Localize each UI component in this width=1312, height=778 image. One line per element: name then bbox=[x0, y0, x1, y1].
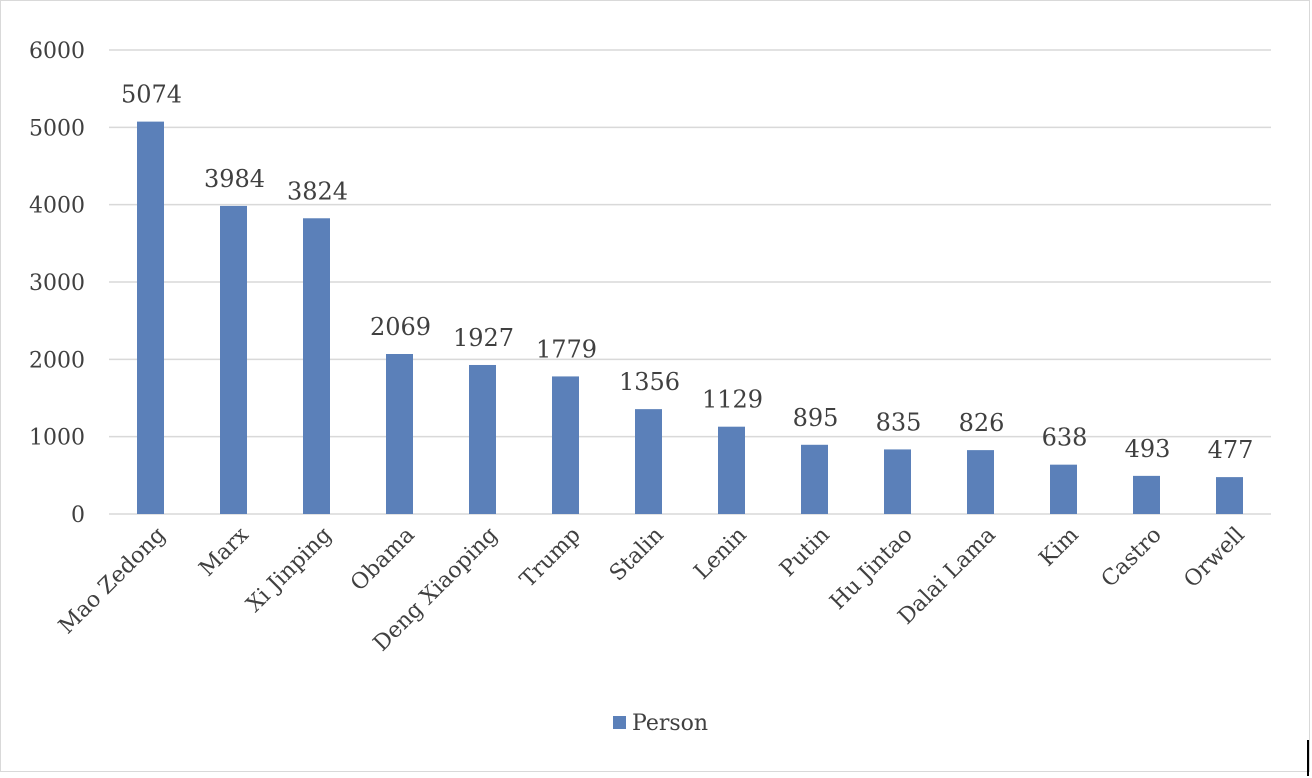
bar-marx bbox=[220, 205, 247, 515]
bar-dalai-lama bbox=[967, 450, 994, 514]
x-tick-label: Trump bbox=[516, 523, 586, 593]
bar-trump bbox=[552, 376, 579, 514]
data-label: 826 bbox=[959, 409, 1005, 437]
data-label: 638 bbox=[1042, 424, 1088, 452]
y-tick-label: 5000 bbox=[29, 116, 85, 141]
data-label: 5074 bbox=[121, 81, 182, 109]
data-label: 493 bbox=[1125, 435, 1171, 463]
bar-kim bbox=[1050, 464, 1077, 514]
bar-lenin bbox=[718, 426, 745, 514]
data-label: 1779 bbox=[536, 335, 597, 363]
bar-castro bbox=[1133, 475, 1160, 514]
data-label: 895 bbox=[793, 404, 839, 432]
data-label: 477 bbox=[1208, 436, 1254, 464]
legend-label: Person bbox=[632, 711, 708, 736]
y-tick-label: 6000 bbox=[29, 39, 85, 64]
x-tick-label: Castro bbox=[1097, 523, 1167, 593]
bar-stalin bbox=[635, 409, 662, 514]
x-tick-label: Kim bbox=[1035, 522, 1084, 571]
legend-swatch bbox=[613, 716, 626, 729]
data-label: 835 bbox=[876, 408, 922, 436]
data-label: 1927 bbox=[453, 324, 514, 352]
legend: Person bbox=[613, 711, 708, 736]
bar-putin bbox=[801, 444, 828, 514]
x-tick-label: Orwell bbox=[1179, 523, 1249, 593]
data-label: 1129 bbox=[702, 386, 763, 414]
y-tick-label: 4000 bbox=[29, 194, 85, 219]
data-labels: 5074 3984 3824 2069 1927 1779 1356 1129 895 835 82… bbox=[121, 81, 1253, 465]
data-label: 1356 bbox=[619, 368, 680, 396]
data-label: 2069 bbox=[370, 313, 431, 341]
y-axis-ticks: 0 1000 2000 3000 4000 5000 6000 bbox=[29, 39, 85, 528]
gridlines bbox=[109, 49, 1271, 515]
x-tick-label: Mao Zedong bbox=[54, 523, 171, 640]
x-tick-label: Putin bbox=[775, 523, 834, 582]
x-tick-label: Xi Jinping bbox=[242, 523, 337, 618]
data-label: 3984 bbox=[204, 165, 265, 193]
bar-xi-jinping bbox=[303, 218, 330, 514]
bar-mao-zedong bbox=[137, 121, 164, 515]
y-tick-label: 3000 bbox=[29, 271, 85, 296]
x-tick-label: Lenin bbox=[690, 523, 752, 585]
bar-obama bbox=[386, 353, 413, 514]
bar-deng-xiaoping bbox=[469, 364, 496, 514]
y-tick-label: 2000 bbox=[29, 348, 85, 373]
x-tick-label: Marx bbox=[195, 522, 255, 582]
x-tick-label: Obama bbox=[346, 523, 420, 597]
y-tick-label: 1000 bbox=[29, 426, 85, 451]
data-label: 3824 bbox=[287, 177, 348, 205]
bar-orwell bbox=[1216, 477, 1243, 514]
bar-hu-jintao bbox=[884, 449, 911, 514]
x-tick-label: Stalin bbox=[605, 523, 669, 587]
corner-mark bbox=[1307, 740, 1309, 776]
bars bbox=[137, 121, 1243, 515]
y-tick-label: 0 bbox=[71, 503, 85, 528]
